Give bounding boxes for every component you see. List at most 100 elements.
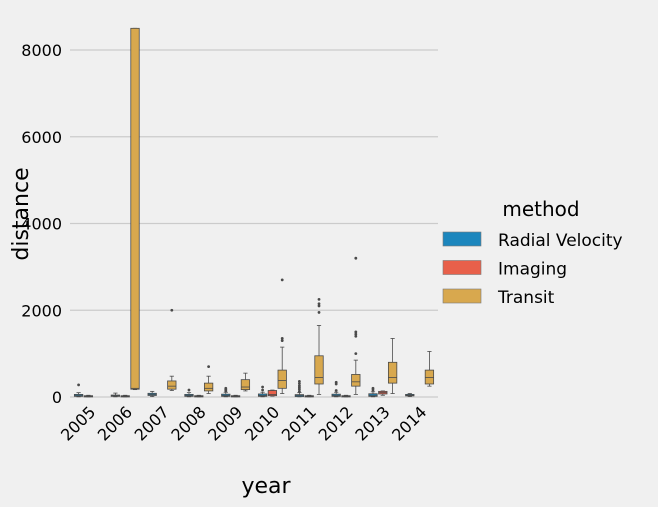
legend-item-transit: Transit	[442, 288, 555, 308]
y-tick-label-0: 0	[52, 388, 62, 407]
box-body	[314, 355, 324, 385]
box-imaging-2012	[341, 394, 351, 398]
box-body	[277, 369, 287, 389]
box-body	[240, 379, 251, 391]
box-radial-velocity-2009	[221, 386, 231, 398]
box-radial-velocity-2014	[405, 393, 415, 397]
outlier-point	[77, 383, 80, 387]
legend-label: Imaging	[498, 260, 567, 280]
x-axis-title: year	[241, 474, 291, 499]
box-radial-velocity-2005	[73, 383, 84, 398]
box-transit-2009	[240, 372, 251, 392]
y-tick-label-6000: 6000	[21, 128, 62, 147]
outlier-point	[371, 386, 375, 390]
outlier-point	[297, 389, 301, 393]
box-imaging-2006	[120, 394, 130, 398]
x-tick-label-2009: 2009	[204, 402, 246, 444]
outlier-point	[207, 365, 211, 369]
box-body	[167, 380, 177, 390]
series-transit	[130, 27, 435, 395]
legend-label: Radial Velocity	[498, 231, 623, 251]
box-imaging-2010	[267, 389, 278, 397]
box-body	[424, 369, 435, 385]
outlier-point	[280, 337, 284, 340]
box-body	[351, 374, 361, 387]
outlier-point	[317, 298, 321, 301]
box-radial-velocity-2008	[184, 388, 194, 398]
y-tick-labels: 0 2000 4000 6000 8000	[21, 41, 62, 407]
box-transit-2011	[314, 298, 324, 395]
x-tick-label-2013: 2013	[351, 402, 393, 444]
box-imaging-2008	[194, 394, 204, 398]
outlier-point	[297, 379, 301, 383]
outlier-point	[354, 332, 358, 336]
outlier-point	[354, 334, 358, 338]
box-body	[203, 382, 214, 392]
outlier-point	[224, 386, 228, 390]
legend-item-imaging: Imaging	[442, 260, 567, 280]
box-imaging-2011	[304, 394, 314, 398]
x-tick-label-2006: 2006	[94, 402, 136, 444]
outlier-point	[280, 278, 284, 282]
y-tick-label-4000: 4000	[21, 215, 62, 234]
x-tick-label-2014: 2014	[388, 402, 430, 444]
box-transit-2007	[167, 308, 177, 391]
box-imaging-2013	[378, 390, 388, 396]
outlier-point	[170, 308, 174, 312]
legend: method Radial Velocity Imaging Transit	[442, 197, 623, 308]
outlier-point	[261, 388, 264, 392]
box-transit-2008	[203, 365, 214, 394]
outlier-point	[297, 382, 301, 385]
box-imaging-2005	[83, 394, 94, 398]
box-radial-velocity-2012	[331, 380, 341, 398]
box-plot-marks	[73, 27, 435, 398]
box-transit-2010	[277, 278, 287, 394]
box-radial-velocity-2006	[110, 392, 121, 398]
box-radial-velocity-2007	[147, 390, 157, 397]
box-body	[267, 390, 278, 397]
outlier-point	[187, 388, 191, 392]
legend-title: method	[502, 197, 579, 221]
x-tick-label-2012: 2012	[315, 402, 357, 444]
x-tick-label-2011: 2011	[278, 402, 320, 444]
legend-item-radial-velocity: Radial Velocity	[442, 231, 623, 251]
outlier-point	[354, 256, 358, 260]
box-transit-2014	[424, 351, 435, 387]
x-tick-label-2005: 2005	[57, 402, 99, 444]
box-body	[387, 361, 398, 384]
y-axis-title: distance	[9, 167, 34, 260]
series-imaging	[83, 389, 388, 398]
box-transit-2013	[387, 338, 398, 394]
outlier-point	[334, 389, 338, 392]
legend-label: Transit	[497, 288, 555, 308]
legend-items: Radial Velocity Imaging Transit	[442, 231, 623, 308]
outlier-point	[317, 304, 321, 308]
legend-swatch	[442, 231, 482, 247]
outlier-point	[297, 384, 301, 388]
outlier-point	[317, 311, 321, 314]
box-radial-velocity-2013	[368, 386, 378, 398]
outlier-point	[261, 385, 264, 389]
outlier-point	[354, 330, 358, 334]
x-tick-label-2008: 2008	[167, 402, 209, 444]
box-transit-2012	[351, 256, 361, 395]
outlier-point	[334, 380, 338, 384]
outlier-point	[317, 302, 321, 306]
box-transit-2006	[130, 27, 140, 391]
outlier-point	[354, 352, 358, 356]
y-tick-label-8000: 8000	[21, 41, 62, 60]
box-radial-velocity-2010	[257, 385, 268, 398]
box-body	[130, 27, 140, 390]
y-tick-label-2000: 2000	[21, 301, 62, 320]
series-radial-velocity	[73, 379, 415, 398]
grid-lines	[70, 49, 438, 398]
x-tick-label-2010: 2010	[241, 402, 283, 444]
x-tick-label-2007: 2007	[131, 402, 173, 444]
box-radial-velocity-2011	[294, 379, 305, 398]
box-imaging-2009	[230, 394, 241, 398]
legend-swatch	[442, 288, 482, 304]
outlier-point	[280, 339, 284, 343]
legend-swatch	[442, 260, 482, 275]
